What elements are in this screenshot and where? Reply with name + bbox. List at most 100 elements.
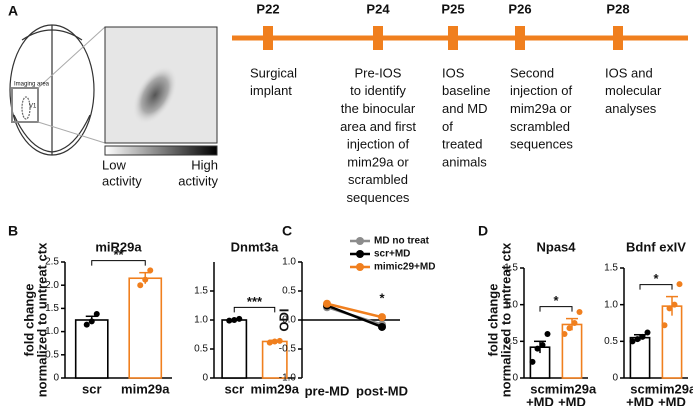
data-point [661, 322, 668, 329]
data-point [676, 281, 683, 288]
brain-drawing [9, 24, 95, 156]
timeline-text: the binocular [341, 101, 416, 116]
y-axis-label: normalized to untreat ctx [498, 242, 513, 397]
x-tick-label: mim29a [648, 381, 693, 396]
y-tick-label: 0.5 [282, 286, 296, 297]
timeline-day: P24 [366, 1, 390, 16]
y-tick-label: 0.5 [45, 349, 59, 360]
brain-label: V1 [29, 104, 37, 110]
y-tick-label: 1.5 [504, 263, 518, 274]
y-tick-label: 1.0 [604, 299, 618, 310]
timeline-text: mim29a or [510, 101, 572, 116]
data-point [566, 325, 573, 332]
x-tick-label: +MD [558, 394, 586, 406]
data-point [83, 321, 90, 328]
y-tick-label: 1.0 [194, 315, 208, 326]
timeline-text: IOS [442, 65, 465, 80]
x-tick-label: +MD [658, 394, 686, 406]
colorbar-label: High [191, 157, 218, 172]
bar [128, 277, 163, 379]
y-tick-label: 0.5 [504, 336, 518, 347]
significance: * [653, 271, 659, 286]
timeline-text: implant [250, 83, 292, 98]
y-tick-label: 2.0 [45, 280, 59, 291]
data-point [634, 336, 641, 343]
timeline-day: P26 [508, 1, 531, 16]
x-tick-label: pre-MD [305, 383, 350, 398]
bar [74, 319, 109, 379]
x-tick-label: scr [82, 381, 102, 396]
timeline-text: of [442, 119, 453, 134]
y-axis-label: fold change [21, 284, 36, 357]
data-point [539, 342, 546, 348]
data-point [666, 305, 673, 312]
significance-bracket [639, 284, 673, 290]
legend-marker [356, 263, 364, 271]
chart-title: miR29a [95, 239, 142, 254]
data-point [534, 345, 541, 352]
legend-marker [356, 237, 364, 245]
data-point [571, 320, 578, 326]
timeline-text: to identify [350, 83, 406, 98]
y-tick-label: -1.0 [279, 373, 297, 384]
brain-label: Imaging area [14, 82, 50, 88]
timeline-marker [373, 26, 383, 50]
y-tick-label: 0.0 [282, 315, 296, 326]
data-point [236, 315, 243, 322]
y-tick-label: 1.5 [45, 303, 59, 314]
x-tick-label: scr [530, 381, 550, 396]
x-tick-label: mim29a [121, 381, 170, 396]
data-point [142, 276, 149, 283]
timeline-text: area and first [340, 119, 416, 134]
legend-label: mimic29+MD [374, 262, 435, 273]
chart-title: Bdnf exIV [626, 239, 686, 254]
bar [261, 340, 288, 379]
timeline-text: scrambled [348, 172, 408, 187]
data-point [529, 358, 536, 365]
timeline-text: sequences [347, 190, 410, 205]
x-tick-label: scr [630, 381, 650, 396]
bar [661, 305, 683, 379]
y-tick-label: 1.0 [282, 257, 296, 268]
y-tick-label: 2.5 [45, 257, 59, 268]
timeline-text: and MD [442, 101, 488, 116]
y-tick-label: -0.5 [279, 344, 297, 355]
data-point [266, 339, 273, 346]
colorbar-label: Low [102, 157, 126, 172]
y-axis-label: normalized to untreat ctx [34, 242, 49, 397]
panel-label: B [8, 223, 18, 239]
y-tick-label: 1.0 [504, 299, 518, 310]
data-point [231, 317, 238, 323]
x-tick-label: +MD [626, 394, 654, 406]
timeline-text: Surgical [250, 65, 297, 80]
panel-label: C [282, 223, 292, 239]
x-tick-label: mim29a [548, 381, 597, 396]
y-tick-label: 0.5 [194, 344, 208, 355]
y-tick-label: 0 [512, 373, 518, 384]
chart-title: Npas4 [536, 239, 576, 254]
x-tick-label: scr [224, 381, 244, 396]
significance-bracket [91, 260, 146, 266]
data-point [147, 267, 154, 274]
panel-label: D [478, 223, 488, 239]
y-axis-label: fold change [485, 284, 500, 357]
bar [221, 319, 248, 379]
timeline-text: molecular [605, 83, 662, 98]
timeline-text: injection of [347, 137, 410, 152]
chart-title: Dnmt3a [231, 239, 279, 254]
timeline-marker [448, 26, 458, 50]
significance: * [553, 293, 559, 308]
timeline-day: P28 [606, 1, 629, 16]
y-axis-label: ODI [276, 308, 291, 331]
timeline-text: injection of [510, 83, 573, 98]
significance-bracket [233, 306, 276, 313]
significance: ** [113, 247, 124, 262]
marker [378, 313, 386, 322]
zoom-line [37, 121, 106, 144]
marker [323, 299, 331, 308]
x-tick-label: mim29a [251, 381, 300, 396]
timeline-marker [515, 26, 525, 50]
zoom-line [37, 26, 106, 89]
timeline-text: Pre-IOS [355, 65, 402, 80]
